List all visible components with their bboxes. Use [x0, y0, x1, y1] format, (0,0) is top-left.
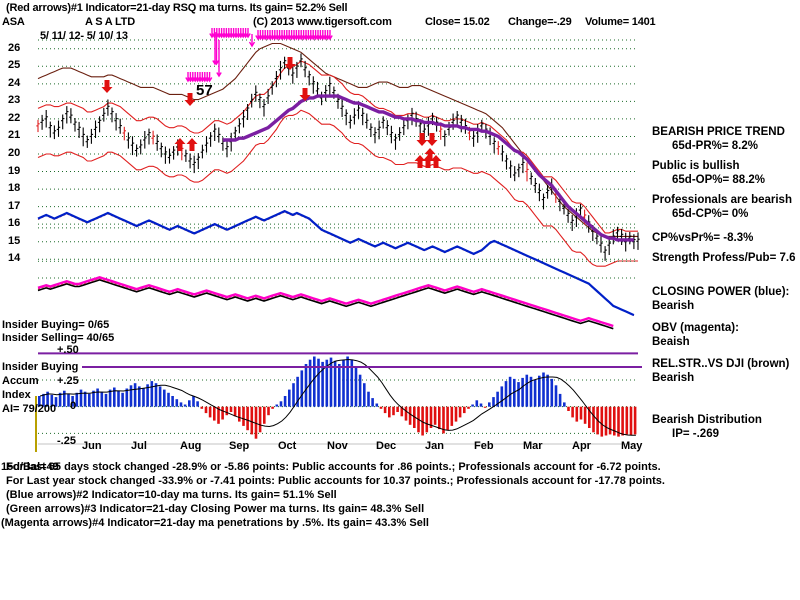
footer-indicator-2: (Blue arrows)#2 Indicator=10-day ma turn… — [6, 489, 337, 501]
professionals-value: 65d-CP%= 0% — [672, 208, 749, 220]
accum-title-line3: Index — [2, 389, 31, 401]
month-axis-label: Mar — [523, 440, 543, 452]
month-axis-label: Jun — [82, 440, 102, 452]
obv-black-line — [37, 279, 614, 330]
sell-arrow-down — [284, 57, 296, 70]
accum-title-line2: Accum — [2, 375, 39, 387]
price-axis-label: 25 — [8, 59, 21, 72]
buy-arrow-up — [186, 138, 198, 151]
accum-ai-value: AI= 79/200 — [2, 403, 57, 415]
bearish-trend-title: BEARISH PRICE TREND — [652, 126, 785, 138]
strength-profess-pub-value: Strength Profess/Pub= 7.6 — [652, 252, 796, 264]
price-axis-label: 18 — [8, 182, 21, 195]
distribution-title: Bearish Distribution — [652, 414, 762, 426]
distribution-value: IP= -.269 — [672, 428, 719, 440]
month-axis-label: Nov — [327, 440, 348, 452]
copyright-notice: (C) 2013 www.tigersoft.com — [253, 16, 392, 28]
moving-average-line — [222, 94, 634, 242]
closing-power-line — [37, 209, 635, 317]
footer-balance-overlap: 15d/Bal=49 — [1, 461, 59, 473]
accum-tick-plus25: +.25 — [57, 375, 79, 387]
buy-arrow-up — [430, 155, 442, 168]
price-axis-label: 23 — [8, 94, 21, 107]
sell-arrow-down — [101, 80, 113, 93]
price-axis-label: 21 — [8, 129, 21, 142]
insider-selling-count: Insider Selling= 40/65 — [2, 332, 115, 344]
accum-title-line1: Insider Buying — [2, 361, 79, 373]
histogram-signal-line — [39, 358, 636, 436]
accum-tick-minus25: -.25 — [57, 435, 76, 447]
close-value: Close= 15.02 — [425, 16, 490, 28]
footer-line-65days: For last 65 days stock changed -28.9% or… — [6, 461, 661, 473]
magenta-arrow-head — [248, 41, 256, 48]
price-axis-label: 26 — [8, 41, 21, 54]
price-axis-label: 17 — [8, 199, 21, 212]
buy-arrow-up — [414, 155, 426, 168]
sell-arrow-down — [184, 93, 196, 106]
volume-value: Volume= 1401 — [585, 16, 656, 28]
price-bars — [36, 53, 640, 261]
rel-strength-title: REL.STR..VS DJI (brown) — [652, 358, 790, 370]
obv-line — [37, 276, 614, 328]
upper-band-line — [37, 60, 638, 234]
price-axis-label: 20 — [8, 147, 21, 159]
sell-arrow-down — [299, 88, 311, 101]
month-axis-label: May — [621, 440, 643, 452]
obv-value: Beaish — [652, 336, 690, 348]
footer-line-lastyear: For Last year stock changed -33.9% or -7… — [6, 475, 665, 487]
company-name: A S A LTD — [85, 16, 135, 28]
price-axis-label: 14 — [8, 252, 21, 265]
price-axis-label: 15 — [8, 234, 21, 247]
month-axis-label: Jul — [131, 440, 147, 452]
magenta-arrow-cluster — [185, 28, 333, 83]
month-axis-label: Jan — [425, 440, 444, 452]
buy-arrow-up — [174, 138, 186, 151]
indicator-1-header: (Red arrows)#1 Indicator=21-day RSQ ma t… — [6, 2, 348, 14]
obv-title: OBV (magenta): — [652, 322, 739, 334]
change-value: Change=-.29 — [508, 16, 572, 28]
cp-vs-pr-value: CP%vsPr%= -8.3% — [652, 232, 754, 244]
bearish-trend-value: 65d-PR%= 8.2% — [672, 140, 758, 152]
accum-tick-plus50: +.50 — [57, 344, 79, 356]
ticker-symbol: ASA — [2, 16, 25, 28]
closing-power-title: CLOSING POWER (blue): — [652, 286, 790, 298]
sell-arrow-down — [416, 133, 428, 146]
rel-strength-value: Bearish — [652, 372, 695, 384]
price-axis-label: 16 — [8, 217, 21, 230]
accum-legend-line — [82, 366, 642, 368]
public-sentiment-title: Public is bullish — [652, 160, 740, 172]
buy-arrow-up — [424, 148, 436, 161]
accum-index-histogram — [38, 356, 637, 439]
month-axis-label: Aug — [180, 440, 202, 452]
sell-arrow-down — [426, 133, 438, 146]
month-axis-label: Sep — [229, 440, 250, 452]
professionals-title: Professionals are bearish — [652, 194, 792, 206]
price-axis-label: 22 — [8, 111, 21, 124]
month-axis-label: Apr — [572, 440, 591, 452]
month-axis-label: Oct — [278, 440, 297, 452]
closing-power-value: Bearish — [652, 300, 695, 312]
price-axis-label: 24 — [8, 76, 21, 89]
month-axis-label: Dec — [376, 440, 397, 452]
footer-indicator-4: (Magenta arrows)#4 Indicator=21-day ma p… — [1, 517, 429, 529]
footer-indicator-3: (Green arrows)#3 Indicator=21-day Closin… — [6, 503, 425, 515]
date-range: 5/ 11/ 12- 5/ 10/ 13 — [40, 30, 128, 42]
peak-annotation: 57 — [196, 82, 213, 99]
price-axis-label: 19 — [8, 164, 21, 177]
lower-band-line — [37, 109, 638, 267]
insider-buying-count: Insider Buying= 0/65 — [2, 319, 110, 331]
public-sentiment-value: 65d-OP%= 88.2% — [672, 174, 766, 186]
accum-tick-zero: 0 — [70, 399, 77, 412]
month-axis-label: Feb — [474, 440, 494, 452]
